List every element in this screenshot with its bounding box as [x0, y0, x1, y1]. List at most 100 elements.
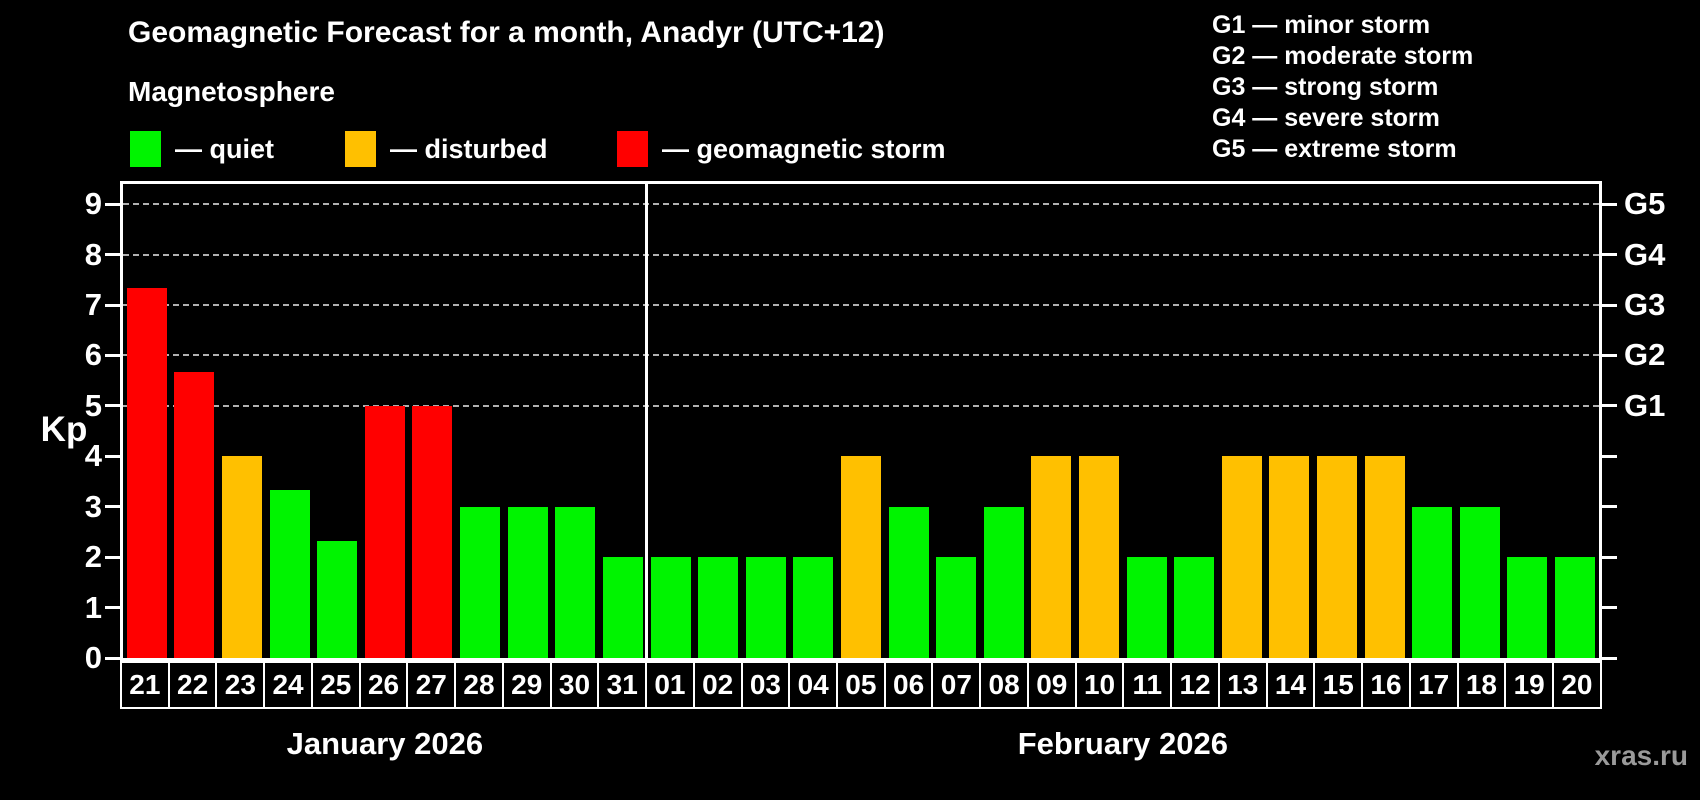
kp-tick-label-4: 4 [84, 438, 102, 474]
kp-bar-18 [1459, 506, 1500, 658]
bar-cell-11 [1123, 184, 1171, 658]
bar-cell-24 [266, 184, 314, 658]
kp-bar-01 [650, 557, 691, 658]
gridline-kp6 [123, 354, 1599, 357]
date-label-05: 05 [836, 663, 884, 707]
kp-bar-06 [888, 506, 929, 658]
kp-tick-label-1: 1 [84, 589, 102, 625]
bar-cell-05 [837, 184, 885, 658]
kp-tick-label-0: 0 [84, 640, 102, 675]
kp-tick-mark-6 [105, 353, 120, 357]
kp-bar-23 [222, 456, 263, 658]
kp-bar-12 [1174, 557, 1215, 658]
kp-bar-16 [1364, 456, 1405, 658]
bar-cell-21 [123, 184, 171, 658]
date-label-02: 02 [692, 663, 741, 707]
legend-label-storm: — geomagnetic storm [662, 133, 946, 164]
kp-bar-17 [1412, 506, 1453, 658]
watermark: xras.ru [1594, 740, 1688, 771]
kp-bar-07 [936, 557, 977, 658]
bar-cell-03 [742, 184, 790, 658]
g-axis-label-G1: G1 [1624, 387, 1666, 423]
g-axis-tick-mark-9 [1602, 202, 1617, 206]
bar-cell-26 [361, 184, 409, 658]
gridline-kp9 [123, 203, 1599, 206]
g-scale-legend-line: G5 — extreme storm [1212, 135, 1457, 163]
bar-cell-01 [647, 184, 695, 658]
date-label-28: 28 [454, 663, 502, 707]
date-label-18: 18 [1456, 663, 1505, 707]
kp-tick-label-2: 2 [84, 539, 102, 575]
date-label-17: 17 [1408, 663, 1457, 707]
bar-cell-07 [932, 184, 980, 658]
g-axis-label-G3: G3 [1624, 287, 1666, 323]
bar-cell-19 [1504, 184, 1552, 658]
gridline-kp5 [123, 404, 1599, 407]
date-label-26: 26 [358, 663, 407, 707]
kp-bar-02 [698, 557, 739, 658]
date-label-31: 31 [597, 663, 645, 707]
kp-bar-21 [126, 288, 167, 658]
bar-cell-20 [1551, 184, 1599, 658]
bar-cell-28 [456, 184, 504, 658]
legend-label-quiet: — quiet [175, 133, 274, 164]
kp-bar-25 [317, 540, 358, 658]
kp-bar-13 [1221, 456, 1262, 658]
date-label-14: 14 [1265, 663, 1314, 707]
g-scale-legend-line: G1 — minor storm [1212, 11, 1431, 39]
kp-tick-label-9: 9 [84, 186, 102, 222]
kp-bar-26 [364, 405, 405, 658]
chart-title: Geomagnetic Forecast for a month, Anadyr… [128, 16, 885, 49]
g-axis-label-G5: G5 [1624, 186, 1666, 222]
legend-label-disturbed: — disturbed [390, 133, 548, 164]
kp-bar-03 [745, 557, 786, 658]
g-axis-tick-mark-6 [1602, 353, 1617, 357]
quiet-color-swatch [130, 131, 161, 167]
bar-cell-04 [790, 184, 838, 658]
date-label-07: 07 [931, 663, 979, 707]
bar-cell-22 [171, 184, 219, 658]
month-label: February 2026 [1017, 726, 1228, 761]
legend-item-disturbed: — disturbed [345, 130, 548, 168]
legend-item-storm: — geomagnetic storm [617, 130, 946, 168]
kp-bar-31 [602, 557, 643, 658]
g-axis-tick-mark-1 [1602, 606, 1617, 610]
storm-color-swatch [617, 131, 648, 167]
date-label-30: 30 [549, 663, 598, 707]
disturbed-color-swatch [345, 131, 376, 167]
bar-cell-27 [409, 184, 457, 658]
bar-cell-15 [1313, 184, 1361, 658]
kp-tick-label-5: 5 [84, 387, 102, 423]
month-label: January 2026 [286, 726, 484, 761]
g-axis-tick-mark-5 [1602, 404, 1617, 408]
date-label-16: 16 [1361, 663, 1409, 707]
g-scale-legend: G1 — minor storm G2 — moderate storm G3 — … [1212, 10, 1473, 165]
bar-cell-12 [1170, 184, 1218, 658]
date-label-10: 10 [1074, 663, 1123, 707]
kp-bar-05 [840, 456, 881, 658]
bars [123, 184, 1599, 658]
g-axis-tick-mark-2 [1602, 555, 1617, 559]
kp-bar-19 [1507, 557, 1548, 658]
bar-cell-10 [1075, 184, 1123, 658]
bar-cell-25 [313, 184, 361, 658]
kp-tick-mark-9 [105, 202, 120, 206]
date-label-11: 11 [1122, 663, 1170, 707]
kp-bar-04 [793, 557, 834, 658]
date-label-22: 22 [167, 663, 216, 707]
date-label-09: 09 [1026, 663, 1075, 707]
kp-bar-08 [983, 506, 1024, 658]
kp-bar-28 [460, 506, 501, 658]
bar-cell-23 [218, 184, 266, 658]
date-label-25: 25 [310, 663, 359, 707]
date-label-01: 01 [645, 663, 693, 707]
bar-cell-31 [599, 184, 647, 658]
kp-bar-30 [555, 506, 596, 658]
bar-cell-08 [980, 184, 1028, 658]
kp-tick-mark-8 [105, 253, 120, 257]
kp-axis-label: Kp [40, 410, 88, 449]
kp-tick-mark-2 [105, 555, 120, 559]
bar-cell-14 [1266, 184, 1314, 658]
g-axis-tick-mark-8 [1602, 253, 1617, 257]
